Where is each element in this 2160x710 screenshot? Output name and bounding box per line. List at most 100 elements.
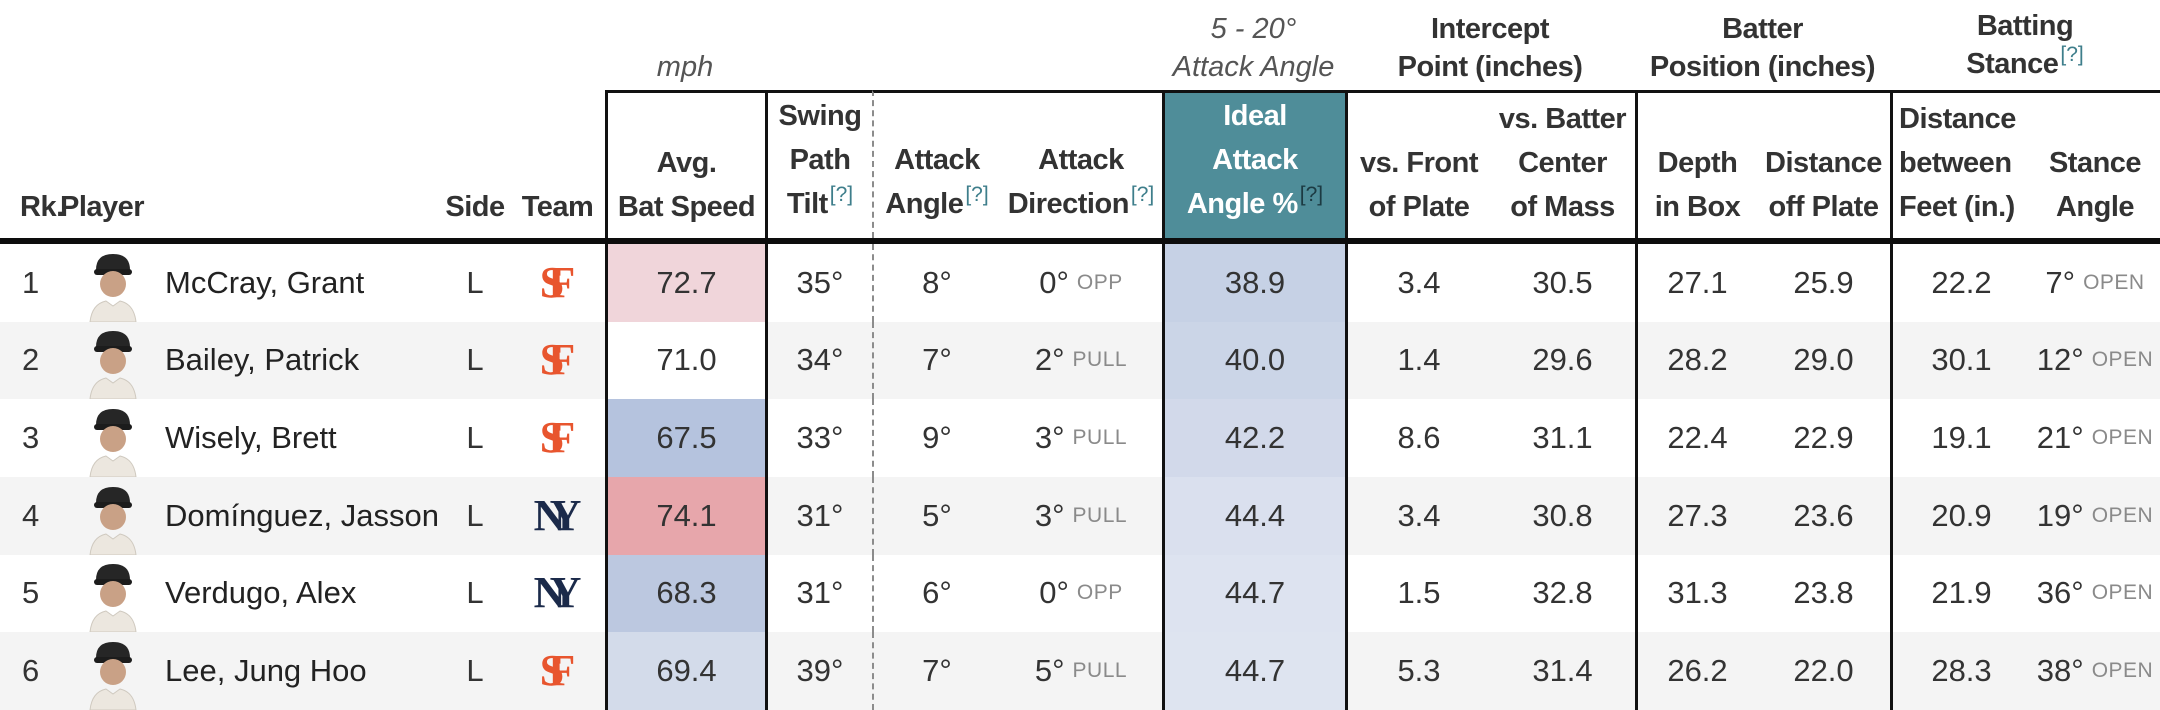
- column-header-row: Rk. Player Side Team Avg. Bat Speed Swin…: [0, 90, 2160, 238]
- player-headshot-icon: [88, 253, 137, 322]
- header-depth-in-box[interactable]: Depth in Box: [1635, 90, 1757, 238]
- table-row: 2 Bailey, Patrick L SF 71.0 34° 7° 2° PU…: [0, 321, 2160, 400]
- player-name[interactable]: Domínguez, Jasson: [165, 497, 439, 533]
- depth-in-box-value: 28.2: [1635, 321, 1757, 400]
- header-distance-between-feet[interactable]: Distance between Feet (in.): [1890, 90, 2030, 238]
- team-cell: SF: [510, 632, 605, 710]
- avg-bat-speed-value: 71.0: [605, 321, 765, 400]
- rank-value: 1: [22, 264, 40, 300]
- header-attack-direction[interactable]: Attack Direction[?]: [1000, 90, 1162, 238]
- header-ideal-attack-angle-pct[interactable]: Ideal Attack Angle %[?]: [1162, 90, 1345, 238]
- distance-between-feet-value: 30.1: [1890, 321, 2030, 400]
- distance-off-plate-value: 22.0: [1793, 653, 1854, 689]
- batting-stance-help-icon[interactable]: [?]: [2060, 43, 2084, 66]
- distance-off-plate-value: 29.0: [1793, 342, 1854, 378]
- distance-between-feet-value: 21.9: [1890, 554, 2030, 633]
- tilt-help-icon[interactable]: [?]: [829, 183, 854, 206]
- swing-path-tilt-value: 33°: [765, 399, 872, 477]
- header-side[interactable]: Side: [445, 191, 505, 223]
- top-label-row: mph 5 - 20° Attack Angle Intercept Point…: [0, 0, 2160, 90]
- team-cell: SF: [510, 244, 605, 322]
- rank-value: 5: [22, 575, 40, 611]
- player-photo: [60, 399, 165, 477]
- ideal-attack-angle-pct-value: 44.7: [1162, 632, 1345, 710]
- attack-direction-value: 3° PULL: [1034, 420, 1128, 456]
- team-logo: SF: [539, 413, 575, 463]
- team-logo: NY: [533, 568, 582, 618]
- stance-angle-label: OPEN: [2091, 348, 2154, 372]
- header-distance-off-plate[interactable]: Distance off Plate: [1757, 90, 1890, 238]
- header-avg-bat-speed[interactable]: Avg. Bat Speed: [605, 90, 765, 238]
- player-name[interactable]: Bailey, Patrick: [165, 342, 360, 378]
- distance-off-plate-value: 25.9: [1793, 264, 1854, 300]
- header-rank[interactable]: Rk.: [20, 191, 64, 223]
- side-value: L: [466, 653, 484, 689]
- vs-batter-center-of-mass-value: 29.6: [1532, 342, 1593, 378]
- side-value: L: [466, 420, 484, 456]
- avg-bat-speed-value: 67.5: [605, 399, 765, 477]
- side-value: L: [466, 575, 484, 611]
- group-batting-stance: Batting Stance[?]: [1966, 10, 2084, 80]
- stance-angle-label: OPEN: [2083, 270, 2145, 294]
- attack-direction-label: PULL: [1072, 503, 1128, 527]
- stance-angle-label: OPEN: [2091, 659, 2154, 683]
- vs-front-of-plate-value: 1.5: [1345, 554, 1490, 633]
- header-vs-front-of-plate[interactable]: vs. Front of Plate: [1345, 90, 1490, 238]
- stance-angle-label: OPEN: [2091, 426, 2154, 450]
- attack-angle-value: 5°: [872, 476, 1000, 555]
- attack-direction-value: 2° PULL: [1034, 342, 1128, 378]
- vs-batter-center-of-mass-value: 32.8: [1532, 575, 1593, 611]
- ideal-attack-angle-pct-value: 42.2: [1162, 399, 1345, 477]
- attack-direction-label: OPP: [1076, 270, 1123, 294]
- attack-angle-value: 9°: [872, 399, 1000, 477]
- header-vs-batter-center-of-mass[interactable]: vs. Batter Center of Mass: [1490, 90, 1635, 238]
- vs-batter-center-of-mass-value: 30.8: [1532, 497, 1593, 533]
- vs-batter-center-of-mass-value: 30.5: [1532, 264, 1593, 300]
- team-logo: SF: [539, 257, 575, 307]
- group-intercept-point: Intercept Point (inches): [1397, 13, 1583, 83]
- header-team[interactable]: Team: [521, 191, 594, 223]
- distance-between-feet-value: 22.2: [1890, 244, 2030, 322]
- player-photo: [60, 555, 165, 633]
- player-name[interactable]: Lee, Jung Hoo: [165, 653, 367, 689]
- team-cell: NY: [510, 555, 605, 633]
- attack-direction-help-icon[interactable]: [?]: [1130, 183, 1155, 206]
- vs-front-of-plate-value: 5.3: [1345, 632, 1490, 710]
- header-player[interactable]: Player: [60, 191, 145, 223]
- vs-batter-center-of-mass-value: 31.1: [1532, 420, 1593, 456]
- team-cell: NY: [510, 477, 605, 555]
- player-name[interactable]: Verdugo, Alex: [165, 575, 357, 611]
- side-value: L: [466, 264, 484, 300]
- distance-off-plate-value: 23.8: [1793, 575, 1854, 611]
- attack-direction-label: PULL: [1072, 426, 1128, 450]
- player-headshot-icon: [88, 564, 137, 633]
- avg-bat-speed-value: 72.7: [605, 244, 765, 322]
- player-photo: [60, 632, 165, 710]
- team-logo: SF: [539, 646, 575, 696]
- header-stance-angle[interactable]: Stance Angle: [2030, 90, 2160, 238]
- table-row: 5 Verdugo, Alex L NY 68.3 31° 6° 0° OPP …: [0, 554, 2160, 633]
- table-row: 4 Domínguez, Jasson L NY 74.1 31° 5° 3° …: [0, 476, 2160, 555]
- player-photo: [60, 244, 165, 322]
- ideal-attack-angle-pct-value: 38.9: [1162, 244, 1345, 322]
- header-attack-angle[interactable]: Attack Angle[?]: [872, 90, 1000, 238]
- attack-direction-label: OPP: [1076, 581, 1123, 605]
- vs-front-of-plate-value: 8.6: [1345, 399, 1490, 477]
- player-photo: [60, 477, 165, 555]
- stance-angle-value: 36° OPEN: [2036, 575, 2154, 611]
- distance-between-feet-value: 20.9: [1890, 476, 2030, 555]
- attack-direction-label: PULL: [1072, 659, 1128, 683]
- attack-angle-help-icon[interactable]: [?]: [965, 183, 989, 206]
- stance-angle-value: 21° OPEN: [2036, 420, 2154, 456]
- ideal-attack-angle-pct-value: 44.7: [1162, 554, 1345, 633]
- ideal-attack-angle-help-icon[interactable]: [?]: [1299, 183, 1324, 206]
- player-name[interactable]: McCray, Grant: [165, 264, 365, 300]
- stance-angle-value: 12° OPEN: [2036, 342, 2154, 378]
- player-name[interactable]: Wisely, Brett: [165, 420, 337, 456]
- header-swing-path-tilt[interactable]: Swing Path Tilt[?]: [765, 90, 872, 238]
- mph-label: mph: [656, 51, 714, 83]
- depth-in-box-value: 31.3: [1635, 554, 1757, 633]
- stance-angle-label: OPEN: [2091, 581, 2154, 605]
- attack-direction-value: 0° OPP: [1039, 575, 1123, 611]
- bat-speed-unit-label: mph: [605, 0, 765, 90]
